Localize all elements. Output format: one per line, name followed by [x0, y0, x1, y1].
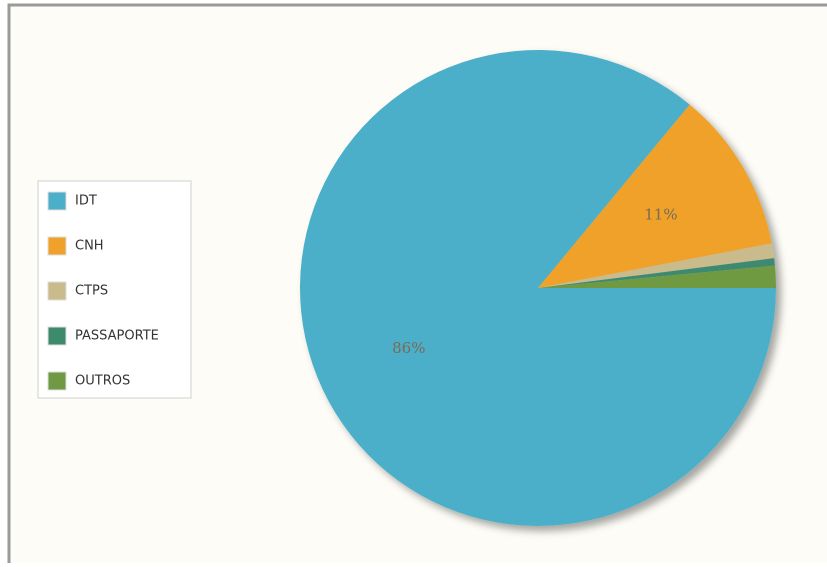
legend-label: PASSAPORTE: [75, 329, 159, 344]
pie: [300, 50, 776, 527]
legend-label: IDT: [75, 194, 97, 209]
data-label: 86%: [392, 339, 425, 357]
legend-swatch: [47, 371, 67, 391]
pie-slice: [538, 104, 772, 288]
legend-swatch: [47, 281, 67, 301]
pie-slice: [538, 258, 775, 288]
legend-swatch: [47, 326, 67, 346]
legend-swatch: [47, 236, 67, 256]
pie-slice: [538, 243, 775, 288]
data-label: 11%: [644, 205, 677, 223]
legend-label: OUTROS: [75, 374, 130, 389]
legend-label: CTPS: [75, 284, 108, 299]
legend-label: CNH: [75, 239, 104, 254]
pie-slice: [538, 265, 776, 288]
legend-swatch: [47, 191, 67, 211]
pie-slice: [300, 50, 776, 527]
